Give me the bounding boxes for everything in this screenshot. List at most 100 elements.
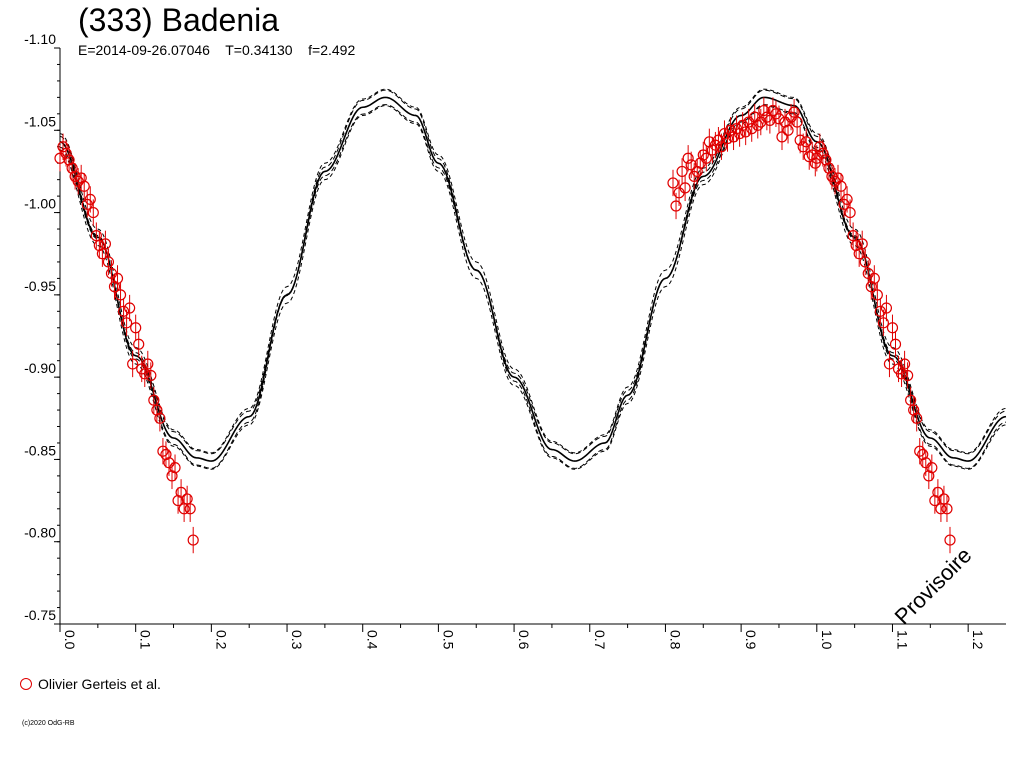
data-point [117,305,130,317]
chart-subtitle: E=2014-09-26.07046 T=0.34130 f=2.492 [78,42,356,58]
data-point [877,317,889,329]
data-point [880,302,893,314]
data-point [935,503,947,515]
chart-title: (333) Badenia [78,2,280,38]
data-point [99,238,112,250]
data-point [120,317,133,329]
data-point [914,445,926,457]
data-point [788,106,800,118]
data-point [187,534,199,546]
data-point [682,152,694,164]
y-tick-label: -0.95 [24,278,56,294]
data-point [794,134,806,146]
fit-envelope-upper [59,88,1007,454]
data-point [752,119,764,131]
data-points [54,97,956,554]
data-point [87,206,99,219]
data-point [809,157,821,169]
data-point [139,368,151,380]
data-point [853,248,865,260]
legend: Olivier Gerteis et al. [20,676,161,692]
data-point [676,165,688,178]
data-point [96,248,108,260]
y-tick-label: -1.00 [24,196,56,212]
x-tick-label: 1.0 [819,630,835,650]
x-tick-label: 0.3 [289,630,305,650]
data-point [184,503,196,515]
data-point [712,134,725,146]
data-point [905,394,917,406]
x-tick-label: 0.2 [213,630,229,650]
data-point [157,445,169,457]
data-point [835,180,847,192]
data-point [178,503,190,515]
y-tick-label: -0.90 [24,360,56,376]
y-tick-label: -0.80 [24,525,56,541]
data-point [130,322,142,334]
data-point [670,200,682,212]
data-point [740,126,752,138]
data-point [844,206,856,219]
data-point [871,289,883,301]
data-point [776,131,788,143]
data-point [817,147,829,159]
data-point [941,503,953,515]
data-point [667,177,679,189]
data-point [700,152,712,164]
data-point [889,338,902,350]
fit-envelope-inner [59,104,1007,455]
data-point [84,193,96,206]
y-tick-label: -0.75 [24,607,56,623]
data-point [148,394,160,406]
data-point [895,368,908,380]
data-point [926,462,938,474]
x-tick-label: 0.5 [440,630,456,650]
data-point [800,136,812,148]
data-point [57,141,69,153]
y-tick-label: -1.05 [24,113,56,129]
data-point [886,322,899,334]
data-point [145,369,157,382]
data-point [169,462,181,474]
data-point [841,193,853,206]
legend-marker-circle [20,678,32,690]
y-tick-label: -0.85 [24,442,56,458]
data-point [175,486,187,498]
data-point [114,289,127,301]
x-tick-label: 0.8 [667,630,683,650]
data-point [868,272,880,284]
x-tick-label: 1.2 [970,630,986,650]
data-point [124,302,136,314]
data-point [142,358,154,370]
fit-curve-main [59,96,1007,462]
data-point [856,238,868,250]
data-point [685,159,697,171]
data-point [60,147,72,159]
data-point [859,256,871,268]
data-point [127,358,139,370]
y-tick-label: -1.10 [24,31,56,47]
x-tick-label: 0.6 [516,630,532,650]
data-point [932,486,944,498]
data-point [133,338,145,350]
x-tick-label: 0.7 [592,630,608,650]
data-point [814,141,826,153]
fit-envelope-outer [59,89,1007,469]
data-point [938,493,950,505]
data-point [758,104,770,117]
x-tick-label: 0.1 [138,630,154,650]
data-point [181,493,193,505]
data-point [898,358,911,370]
data-point [715,141,728,153]
x-tick-label: 0.4 [365,630,381,650]
data-point [746,123,758,135]
fit-envelope-lower [59,105,1007,470]
data-point [773,113,785,125]
data-point [111,272,124,284]
legend-label: Olivier Gerteis et al. [38,676,161,692]
data-point [154,412,166,424]
data-point [874,305,886,317]
data-point [944,534,956,546]
data-point [911,412,923,424]
